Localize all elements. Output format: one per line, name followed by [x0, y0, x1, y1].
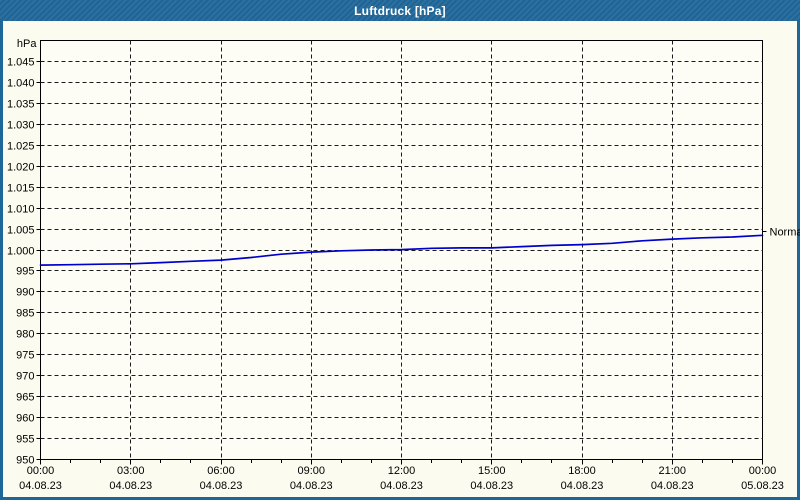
chart-content-area: [3, 21, 797, 497]
window-title: Luftdruck [hPa]: [354, 3, 446, 18]
window-titlebar[interactable]: Luftdruck [hPa]: [0, 0, 800, 21]
